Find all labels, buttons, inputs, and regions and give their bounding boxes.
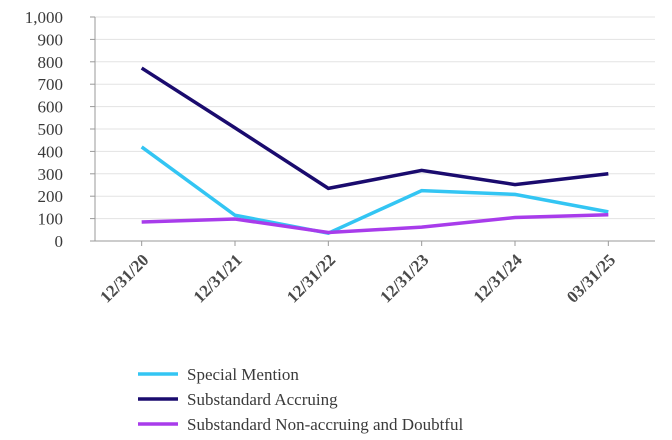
y-tick-label: 700 xyxy=(38,75,64,94)
y-tick-label: 600 xyxy=(38,98,64,117)
y-tick-label: 200 xyxy=(38,187,64,206)
y-tick-label: 500 xyxy=(38,120,64,139)
y-tick-labels: 0 100 200 300 400 500 600 700 800 900 1,000 xyxy=(25,8,63,251)
y-tick-label: 400 xyxy=(38,142,64,161)
x-tick-label: 12/31/20 xyxy=(96,250,152,306)
y-tick-label: 900 xyxy=(38,30,64,49)
y-tick-label: 100 xyxy=(38,210,64,229)
legend-label: Special Mention xyxy=(187,365,299,384)
y-tick-label: 300 xyxy=(38,165,64,184)
x-tick-label: 03/31/25 xyxy=(563,250,619,306)
legend-label: Substandard Non-accruing and Doubtful xyxy=(187,415,463,434)
series-lines xyxy=(140,66,609,235)
series-line-1 xyxy=(140,145,609,235)
axes xyxy=(90,16,655,246)
x-tick-label: 12/31/22 xyxy=(283,250,339,306)
x-tick-labels: 12/31/20 12/31/21 12/31/22 12/31/23 12/31/24… xyxy=(96,250,619,307)
legend: Special Mention Substandard Accruing Subst… xyxy=(138,365,463,434)
x-tick-label: 12/31/24 xyxy=(470,250,527,307)
x-tick-label: 12/31/21 xyxy=(190,250,246,306)
y-tick-label: 800 xyxy=(38,53,64,72)
x-tick-label: 12/31/23 xyxy=(376,250,432,306)
legend-label: Substandard Accruing xyxy=(187,390,338,409)
y-tick-label: 1,000 xyxy=(25,8,63,27)
grid-lines xyxy=(95,16,655,220)
series-line-2 xyxy=(140,66,609,191)
y-tick-label: 0 xyxy=(55,232,64,251)
series-line-3 xyxy=(141,213,609,235)
